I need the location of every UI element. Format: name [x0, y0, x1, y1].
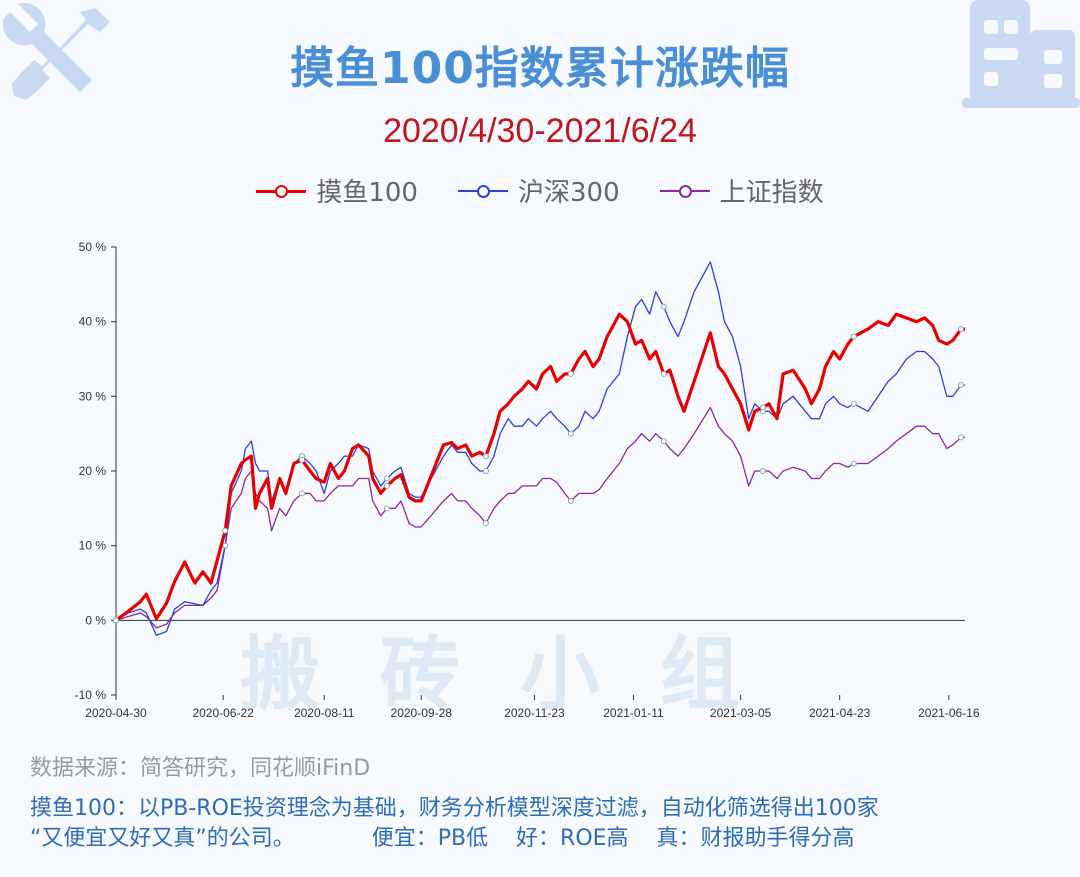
x-tick-label: 2020-04-30 — [85, 706, 147, 720]
legend-swatch-moyu100 — [256, 183, 307, 199]
series-point-0 — [113, 617, 119, 624]
series-point-1 — [660, 303, 667, 310]
legend: 摸鱼100 沪深300 上证指数 — [0, 172, 1080, 209]
series-point-0 — [298, 456, 305, 463]
y-tick-label: -10 % — [75, 688, 107, 702]
y-tick-label: 30 % — [79, 389, 107, 403]
legend-label-moyu100: 摸鱼100 — [316, 178, 418, 208]
x-tick-label: 2020-06-22 — [192, 706, 254, 720]
series-point-2 — [850, 460, 857, 467]
x-tick-label: 2020-11-23 — [504, 706, 565, 720]
series-point-2 — [482, 520, 489, 527]
x-tick-label: 2021-04-23 — [809, 706, 871, 720]
legend-swatch-sse — [659, 183, 710, 199]
index-description-line2: “又便宜又好又真”的公司。 便宜：PB低 好：ROE高 真：财报助手得分高 — [30, 826, 855, 851]
legend-label-hs300: 沪深300 — [517, 178, 620, 208]
index-description-line1: 摸鱼100：以PB-ROE投资理念为基础，财务分析模型深度过滤，自动化筛选得出1… — [30, 796, 879, 821]
series-point-1 — [222, 542, 229, 549]
line-chart: -10 % 0 % 10 % 20 % 30 % 40 % 50 % 2020-04-30 20… — [75, 240, 980, 720]
tools-icon — [2, 2, 110, 100]
chart-title: 摸鱼100指数累计涨跌幅 — [290, 43, 790, 94]
series-point-2 — [660, 438, 667, 445]
series-point-0 — [660, 370, 667, 377]
data-source: 数据来源：简答研究，同花顺iFinD — [30, 756, 371, 781]
legend-item-hs300[interactable]: 沪深300 — [457, 172, 620, 209]
x-tick-label: 2020-09-28 — [391, 706, 453, 720]
series-point-0 — [957, 326, 964, 333]
series-point-2 — [957, 434, 964, 441]
series-line-0 — [115, 312, 965, 622]
series-point-0 — [567, 370, 574, 377]
series-point-1 — [957, 382, 964, 389]
x-tick-label: 2020-08-11 — [294, 706, 355, 720]
x-tick-label: 2021-03-05 — [710, 706, 772, 720]
series-point-0 — [482, 453, 489, 460]
series-point-1 — [383, 475, 390, 482]
y-tick-label: 10 % — [79, 539, 107, 553]
x-tick-label: 2021-06-16 — [918, 706, 980, 720]
legend-item-moyu100[interactable]: 摸鱼100 — [256, 172, 418, 209]
series-point-0 — [850, 333, 857, 340]
series-line-1 — [115, 261, 965, 636]
series-point-1 — [850, 400, 857, 407]
x-tick-label: 2021-01-11 — [603, 706, 664, 720]
series-point-1 — [482, 468, 489, 474]
legend-label-sse: 上证指数 — [719, 178, 824, 208]
y-tick-label: 0 % — [85, 613, 106, 627]
series-point-0 — [222, 527, 229, 534]
series-point-2 — [567, 497, 574, 504]
chart-subtitle: 2020/4/30-2021/6/24 — [383, 112, 697, 150]
series-point-0 — [383, 482, 390, 489]
watermark: 搬砖小组 — [240, 628, 800, 721]
y-tick-label: 50 % — [79, 240, 107, 254]
series-point-2 — [298, 490, 305, 497]
series-point-0 — [759, 404, 766, 411]
legend-swatch-hs300 — [457, 183, 508, 199]
y-tick-label: 40 % — [79, 315, 107, 329]
series-point-2 — [383, 505, 390, 512]
series-point-2 — [759, 468, 766, 474]
legend-item-sse[interactable]: 上证指数 — [659, 172, 824, 209]
building-icon — [962, 0, 1080, 108]
y-tick-label: 20 % — [79, 464, 107, 478]
series-point-1 — [567, 430, 574, 437]
series-line-2 — [115, 406, 965, 629]
